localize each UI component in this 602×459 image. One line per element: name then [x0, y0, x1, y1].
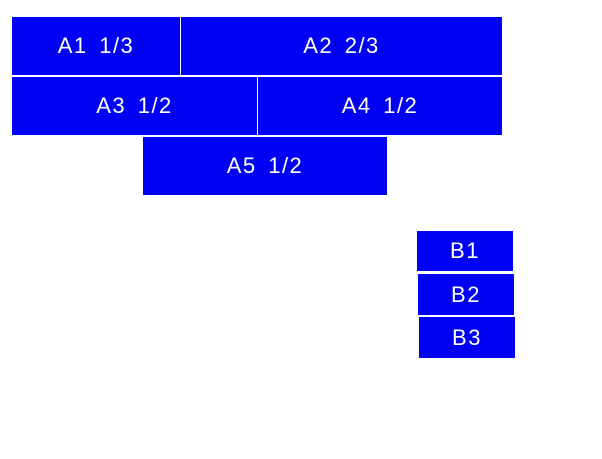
box-a3-label: A3 1/2 [96, 93, 173, 118]
box-a5[interactable]: A5 1/2 [143, 137, 387, 195]
box-b2-label: B2 [451, 281, 481, 307]
box-b1-label: B1 [450, 238, 480, 263]
box-a1-label: A1 1/3 [57, 33, 135, 58]
box-a3[interactable]: A3 1/2 [12, 77, 257, 135]
box-b1[interactable]: B1 [417, 231, 513, 271]
box-a5-label: A5 1/2 [226, 153, 304, 178]
box-b3-label: B3 [452, 324, 482, 350]
box-a1[interactable]: A1 1/3 [12, 17, 180, 75]
box-a4[interactable]: A4 1/2 [258, 77, 502, 135]
box-b3[interactable]: B3 [419, 317, 515, 358]
box-a2-label: A2 2/3 [303, 33, 380, 58]
box-a4-label: A4 1/2 [341, 93, 419, 118]
box-b2[interactable]: B2 [418, 274, 514, 315]
box-a2[interactable]: A2 2/3 [181, 17, 502, 75]
